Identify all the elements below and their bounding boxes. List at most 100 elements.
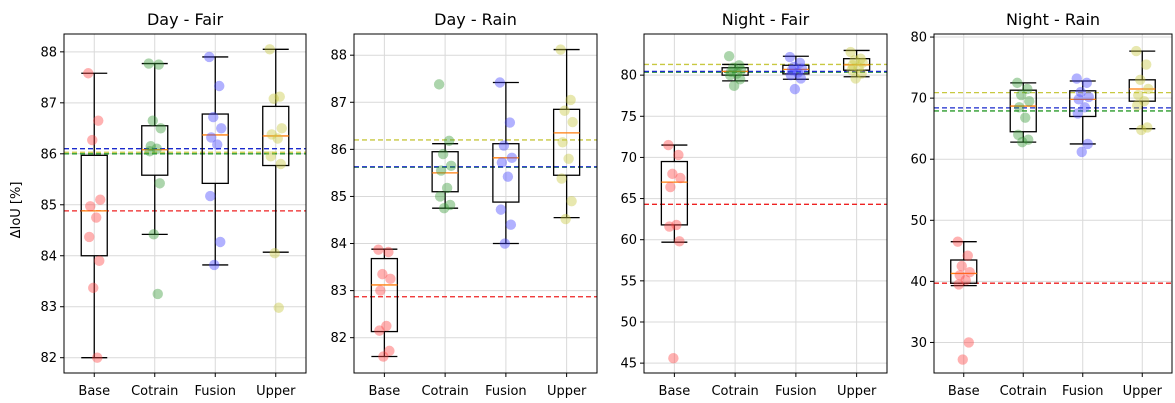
y-tick-label: 70 [620, 151, 637, 166]
data-point [93, 115, 104, 126]
data-point [1017, 136, 1028, 148]
box-base [80, 154, 108, 257]
data-point [504, 117, 516, 128]
data-point [384, 345, 395, 357]
data-point [272, 133, 283, 144]
data-point [953, 279, 964, 290]
y-tick-label: 85 [40, 198, 57, 213]
box-fusion [492, 143, 520, 203]
data-point [960, 274, 971, 286]
data-point [1081, 77, 1092, 89]
data-point [1073, 94, 1084, 105]
data-point [1023, 134, 1034, 145]
data-point [956, 260, 967, 272]
data-point [847, 60, 858, 71]
data-point [557, 137, 568, 148]
data-point [675, 172, 686, 184]
data-point [214, 80, 225, 92]
x-tick-label: Fusion [194, 384, 236, 399]
data-point [1014, 102, 1025, 113]
data-point [495, 204, 507, 215]
data-point [556, 173, 567, 184]
data-point [849, 55, 860, 66]
x-tick-label: Upper [256, 384, 296, 399]
data-point [663, 139, 674, 151]
data-point [962, 250, 973, 261]
chart-panel-3: 45 50 55 60 65 70 75 80 Base Cotrain Fusion Upper Ni… [620, 10, 888, 399]
x-tick-label: Fusion [1062, 384, 1104, 399]
data-point [785, 69, 797, 81]
data-point [216, 123, 227, 134]
y-tick-label: 50 [620, 315, 637, 330]
data-point [437, 148, 449, 160]
y-tick-label: 60 [910, 153, 927, 168]
data-point [731, 68, 743, 79]
data-point [381, 320, 392, 332]
data-point [505, 219, 517, 230]
chart-title: Day - Rain [434, 10, 517, 29]
data-point [265, 151, 276, 162]
data-point [725, 66, 737, 78]
data-point [1132, 100, 1143, 111]
chart-panel-1: 82 83 84 85 86 87 88 Base Cotrain Fusion Upper Day … [40, 10, 307, 399]
y-tick-label: 65 [620, 192, 637, 207]
data-point [1142, 122, 1153, 133]
y-tick-label: 80 [910, 31, 927, 46]
data-point [855, 53, 866, 64]
data-point [204, 51, 215, 63]
data-point [1071, 73, 1082, 84]
data-point [144, 146, 155, 157]
box-base [950, 259, 978, 284]
box-base [660, 160, 689, 226]
x-tick-label: Base [78, 384, 110, 399]
data-point [273, 302, 284, 313]
data-point [665, 181, 676, 193]
data-point [494, 77, 506, 88]
data-point [94, 255, 105, 267]
data-point [1075, 86, 1086, 98]
box-upper [1128, 79, 1156, 102]
data-point [378, 351, 389, 362]
data-point [506, 152, 518, 164]
data-point [1083, 91, 1094, 103]
data-point [274, 91, 285, 102]
data-point [275, 158, 286, 170]
data-point [84, 231, 95, 243]
x-tick-label: Upper [837, 384, 877, 399]
data-point [735, 65, 747, 76]
x-tick-label: Cotrain [711, 384, 758, 399]
data-point [786, 65, 798, 76]
x-tick-label: Base [659, 384, 691, 399]
data-point [499, 238, 511, 249]
data-point [1143, 83, 1154, 95]
data-point [728, 80, 740, 92]
chart-panel-2: 82 83 84 85 86 87 88 Base Cotrain Fusion Upper Day … [330, 10, 598, 399]
chart-title: Night - Fair [722, 10, 810, 29]
data-point [91, 212, 102, 223]
y-tick-label: 70 [910, 92, 927, 107]
y-tick-label: 83 [330, 284, 347, 299]
data-point [95, 194, 106, 205]
data-point [845, 46, 856, 58]
data-point [264, 44, 275, 55]
box-cotrain [141, 125, 169, 176]
data-point [1020, 112, 1031, 123]
axes-frame [643, 33, 888, 374]
data-point [1079, 102, 1090, 113]
y-tick-label: 75 [620, 110, 637, 125]
data-point [723, 51, 735, 62]
data-point [1072, 108, 1083, 119]
data-point [664, 221, 675, 232]
data-point [795, 73, 807, 84]
chart-panel-4: 30 40 50 60 70 80 Base Cotrain Fusion Upper Night … [910, 10, 1173, 399]
data-point [215, 236, 226, 248]
data-point [559, 105, 570, 116]
data-point [373, 244, 384, 255]
data-point [385, 273, 396, 285]
x-tick-label: Base [948, 384, 980, 399]
data-point [1139, 95, 1150, 107]
data-point [1012, 77, 1023, 89]
data-point [1135, 74, 1146, 86]
y-tick-label: 87 [330, 96, 347, 111]
